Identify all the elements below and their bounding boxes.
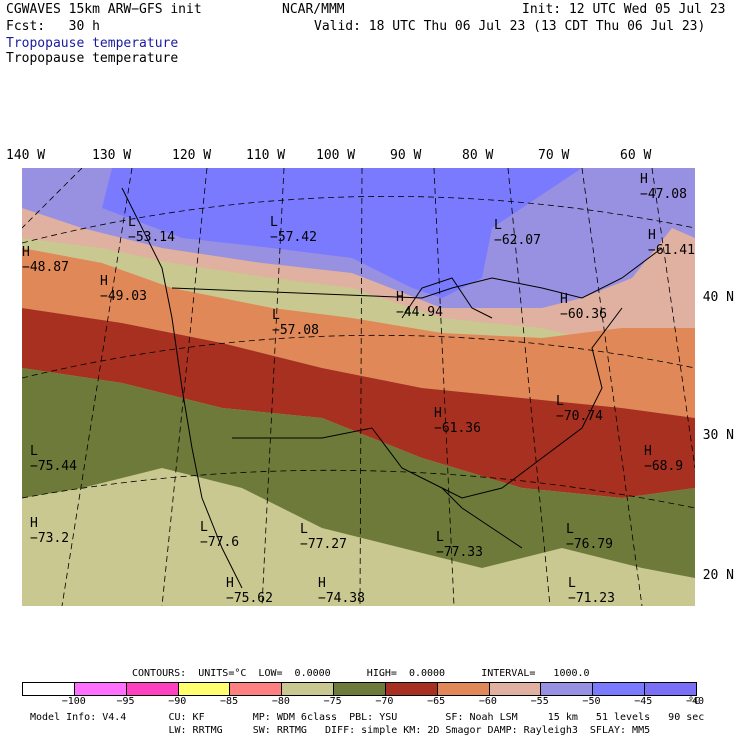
- map-center-label: L −53.14: [128, 215, 175, 245]
- map-center-label: H −48.87: [22, 245, 69, 275]
- model-physics: LW: RRTMG SW: RRTMG DIFF: simple KM: 2D …: [30, 725, 651, 736]
- contour-info: CONTOURS: UNITS=°C LOW= 0.0000 HIGH= 0.0…: [132, 668, 590, 679]
- map-center-label: L −57.08: [272, 308, 319, 338]
- colorbar-swatch: [645, 683, 696, 695]
- map-center-label: L −70.74: [556, 394, 603, 424]
- lat-label: 40 N: [702, 290, 734, 305]
- band-minus60: [22, 248, 695, 418]
- map-center-label: L −57.42: [270, 215, 317, 245]
- lon-label: 60 W: [620, 148, 652, 163]
- colorbar-swatch: [334, 683, 386, 695]
- center-label: NCAR/MMM: [282, 2, 345, 17]
- field-title-blue: Tropopause temperature: [6, 36, 179, 51]
- colorbar-swatch: [178, 683, 231, 695]
- graticule: [22, 168, 695, 606]
- forecast-hour: Fcst: 30 h: [6, 19, 100, 34]
- map-center-label: H −75.62: [226, 576, 273, 606]
- colorbar-tick-label: −60: [478, 696, 497, 707]
- colorbar-tick-label: −100: [61, 696, 86, 707]
- colorbar-unit: °C: [688, 696, 701, 707]
- colorbar-swatch: [385, 683, 438, 695]
- model-info: Model Info: V4.4 CU: KF MP: WDM 6class P…: [30, 712, 705, 723]
- init-time: Init: 12 UTC Wed 05 Jul 23: [522, 2, 726, 17]
- map-center-label: L −77.27: [300, 522, 347, 552]
- lat-label: 30 N: [702, 428, 734, 443]
- colorbar-tick-label: −70: [375, 696, 394, 707]
- coastlines: [121, 187, 663, 589]
- map-center-label: L −75.44: [30, 444, 77, 474]
- colorbar-swatch: [593, 683, 646, 695]
- map-center-label: H −61.41: [648, 228, 695, 258]
- colorbar-tick-label: −80: [271, 696, 290, 707]
- map-center-label: H −60.36: [560, 292, 607, 322]
- map-center-label: H −74.38: [318, 576, 365, 606]
- band-minus45: [102, 168, 582, 298]
- map-center-label: L −77.6: [200, 520, 240, 550]
- map-center-label: L −77.33: [436, 530, 483, 560]
- map-center-label: L −71.23: [568, 576, 615, 606]
- map-center-label: H −49.03: [100, 274, 147, 304]
- lon-label: 130 W: [92, 148, 132, 163]
- colorbar-swatch: [230, 683, 283, 695]
- map-center-label: H −68.9: [644, 444, 684, 474]
- band-minus70: [22, 368, 695, 578]
- colorbar-tick-label: −85: [220, 696, 239, 707]
- colorbar-tick-label: −50: [582, 696, 601, 707]
- tropopause-temperature-map: [22, 168, 695, 606]
- colorbar: [22, 682, 697, 696]
- lat-label: 20 N: [702, 568, 734, 583]
- colorbar-tick-label: −45: [634, 696, 653, 707]
- map-center-label: L −76.79: [566, 522, 613, 552]
- lon-label: 100 W: [316, 148, 356, 163]
- colorbar-swatch: [437, 683, 490, 695]
- lon-label: 120 W: [172, 148, 212, 163]
- lon-label: 110 W: [246, 148, 286, 163]
- lon-label: 80 W: [462, 148, 494, 163]
- map-center-label: L −62.07: [494, 218, 541, 248]
- lon-label: 70 W: [538, 148, 570, 163]
- band-minus65: [22, 308, 695, 498]
- colorbar-swatch: [541, 683, 594, 695]
- colorbar-tick-label: −90: [168, 696, 187, 707]
- colorbar-swatch: [23, 683, 75, 695]
- colorbar-tick-label: −55: [530, 696, 549, 707]
- colorbar-swatch: [282, 683, 335, 695]
- colorbar-tick-label: −95: [116, 696, 135, 707]
- model-title: CGWAVES 15km ARW−GFS init: [6, 2, 202, 17]
- valid-time: Valid: 18 UTC Thu 06 Jul 23 (13 CDT Thu …: [314, 19, 706, 34]
- colorbar-swatch: [126, 683, 179, 695]
- map-center-label: H −47.08: [640, 172, 687, 202]
- colorbar-swatch: [489, 683, 542, 695]
- map-center-label: H −44.94: [396, 290, 443, 320]
- field-title: Tropopause temperature: [6, 51, 179, 66]
- colorbar-tick-label: −65: [427, 696, 446, 707]
- colorbar-swatch: [74, 683, 127, 695]
- colorbar-tick-label: −75: [323, 696, 342, 707]
- map-center-label: H −61.36: [434, 406, 481, 436]
- colorbar-tick-label: −40: [685, 696, 705, 707]
- lon-label: 140 W: [6, 148, 46, 163]
- lon-label: 90 W: [390, 148, 422, 163]
- map-center-label: H −73.2: [30, 516, 70, 546]
